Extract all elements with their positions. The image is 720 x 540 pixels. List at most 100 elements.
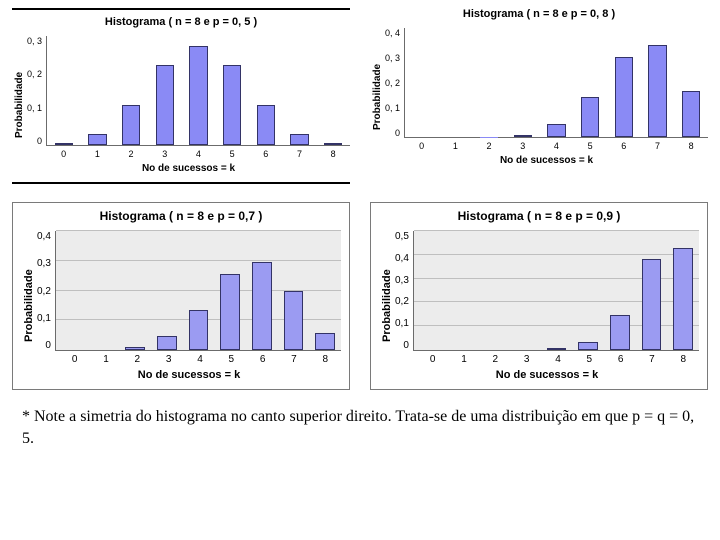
bar-k4 [189, 46, 208, 145]
x-tick-label: 8 [310, 354, 341, 365]
histogram-panel-c05: Histograma ( n = 8 e p = 0, 5 )Probabili… [12, 8, 350, 190]
x-tick-label: 5 [215, 149, 249, 159]
x-tick-label: 4 [542, 354, 573, 365]
y-tick-label: 0, 1 [27, 103, 42, 113]
bar-k1 [88, 134, 107, 145]
x-tick-label: 8 [668, 354, 699, 365]
bar-slot [246, 231, 278, 350]
chart-title: Histograma ( n = 8 e p = 0,7 ) [21, 209, 341, 223]
x-tick-label: 1 [80, 149, 114, 159]
x-axis-label: No de sucessos = k [385, 155, 708, 166]
x-tick-label: 0 [59, 354, 90, 365]
chart-title: Histograma ( n = 8 e p = 0, 5 ) [12, 16, 350, 28]
bar-slot [446, 231, 478, 350]
y-tick-label: 0,4 [395, 253, 409, 264]
x-tick-label: 3 [148, 149, 182, 159]
bar-slot [309, 231, 341, 350]
chart-title: Histograma ( n = 8 e p = 0,9 ) [379, 209, 699, 223]
bar-slot [541, 231, 573, 350]
bar-slot [604, 231, 636, 350]
y-tick-label: 0,2 [395, 296, 409, 307]
x-ticks: 012345678 [47, 149, 350, 159]
bar-slot [573, 28, 607, 137]
plot-area [55, 231, 341, 351]
y-tick-label: 0, 4 [385, 28, 400, 38]
bar-k8 [682, 91, 701, 137]
bar-slot [215, 36, 249, 145]
bar-k8 [673, 248, 693, 350]
x-tick-label: 6 [605, 354, 636, 365]
bar-slot [607, 28, 641, 137]
bar-k3 [157, 336, 177, 350]
bars-row [414, 231, 699, 350]
x-tick-label: 7 [283, 149, 317, 159]
chart-title: Histograma ( n = 8 e p = 0, 8 ) [370, 8, 708, 20]
bar-slot [183, 231, 215, 350]
y-tick-label: 0 [37, 340, 51, 351]
rule-top [12, 8, 350, 10]
bars-row [56, 231, 341, 350]
bar-k6 [257, 105, 276, 145]
x-tick-label: 5 [573, 141, 607, 151]
bar-slot [636, 231, 668, 350]
bar-k7 [642, 259, 662, 350]
bar-slot [151, 231, 183, 350]
x-tick-label: 2 [472, 141, 506, 151]
bar-k4 [189, 310, 209, 350]
x-tick-label: 3 [153, 354, 184, 365]
y-axis-label: Probabilidade [21, 231, 37, 381]
bar-slot [674, 28, 708, 137]
bar-slot [405, 28, 439, 137]
x-axis-label: No de sucessos = k [27, 163, 350, 174]
bar-k4 [547, 124, 566, 137]
x-tick-label: 6 [247, 354, 278, 365]
x-tick-label: 4 [182, 149, 216, 159]
y-tick-label: 0, 2 [385, 78, 400, 88]
bar-k5 [578, 342, 598, 350]
bar-slot [148, 36, 182, 145]
y-tick-label: 0,4 [37, 231, 51, 242]
y-tick-label: 0,3 [395, 275, 409, 286]
y-axis-label: Probabilidade [370, 28, 385, 166]
x-tick-label: 0 [405, 141, 439, 151]
bar-slot [316, 36, 350, 145]
x-tick-label: 4 [540, 141, 574, 151]
x-tick-label: 7 [641, 141, 675, 151]
bar-k5 [223, 65, 242, 145]
bar-k6 [252, 262, 272, 350]
bar-k6 [610, 315, 630, 350]
y-tick-label: 0, 2 [27, 69, 42, 79]
x-tick-label: 2 [114, 149, 148, 159]
x-tick-label: 1 [438, 141, 472, 151]
x-tick-label: 2 [122, 354, 153, 365]
bar-slot [47, 36, 81, 145]
bar-k8 [324, 143, 343, 145]
bar-k5 [581, 97, 600, 137]
x-ticks: 012345678 [59, 354, 341, 365]
y-tick-label: 0,1 [395, 318, 409, 329]
bars-row [47, 36, 350, 145]
x-tick-label: 8 [316, 149, 350, 159]
x-axis-label: No de sucessos = k [37, 369, 341, 381]
bar-slot [81, 36, 115, 145]
x-tick-label: 0 [47, 149, 81, 159]
histogram-panel-c08: Histograma ( n = 8 e p = 0, 8 ) Probabili… [370, 8, 708, 190]
bar-slot [283, 36, 317, 145]
x-tick-label: 2 [480, 354, 511, 365]
bar-slot [506, 28, 540, 137]
bar-slot [509, 231, 541, 350]
x-tick-label: 1 [448, 354, 479, 365]
bar-slot [477, 231, 509, 350]
bar-slot [540, 28, 574, 137]
x-tick-label: 5 [574, 354, 605, 365]
bar-k7 [290, 134, 309, 145]
histogram-panel-c07: Histograma ( n = 8 e p = 0,7 ) Probabilid… [12, 202, 350, 390]
y-axis-label: Probabilidade [379, 231, 395, 381]
y-tick-label: 0 [395, 340, 409, 351]
bar-slot [88, 231, 120, 350]
bar-k8 [315, 333, 335, 350]
bar-k3 [156, 65, 175, 145]
bar-k6 [615, 57, 634, 137]
x-tick-label: 8 [674, 141, 708, 151]
bar-slot [641, 28, 675, 137]
